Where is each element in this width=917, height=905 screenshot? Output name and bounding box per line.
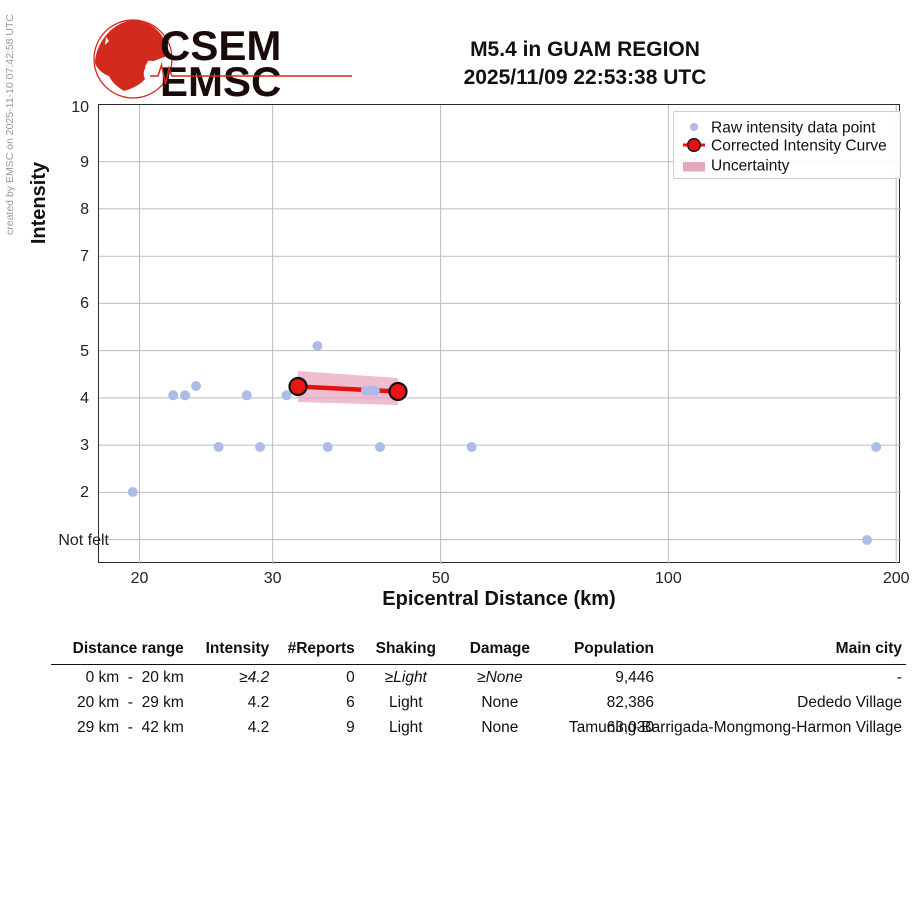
svg-text:Raw intensity data point: Raw intensity data point [711, 119, 876, 136]
svg-text:Corrected Intensity Curve: Corrected Intensity Curve [711, 137, 887, 154]
svg-text:EMSC: EMSC [160, 58, 281, 100]
svg-text:Uncertainty: Uncertainty [711, 157, 790, 174]
